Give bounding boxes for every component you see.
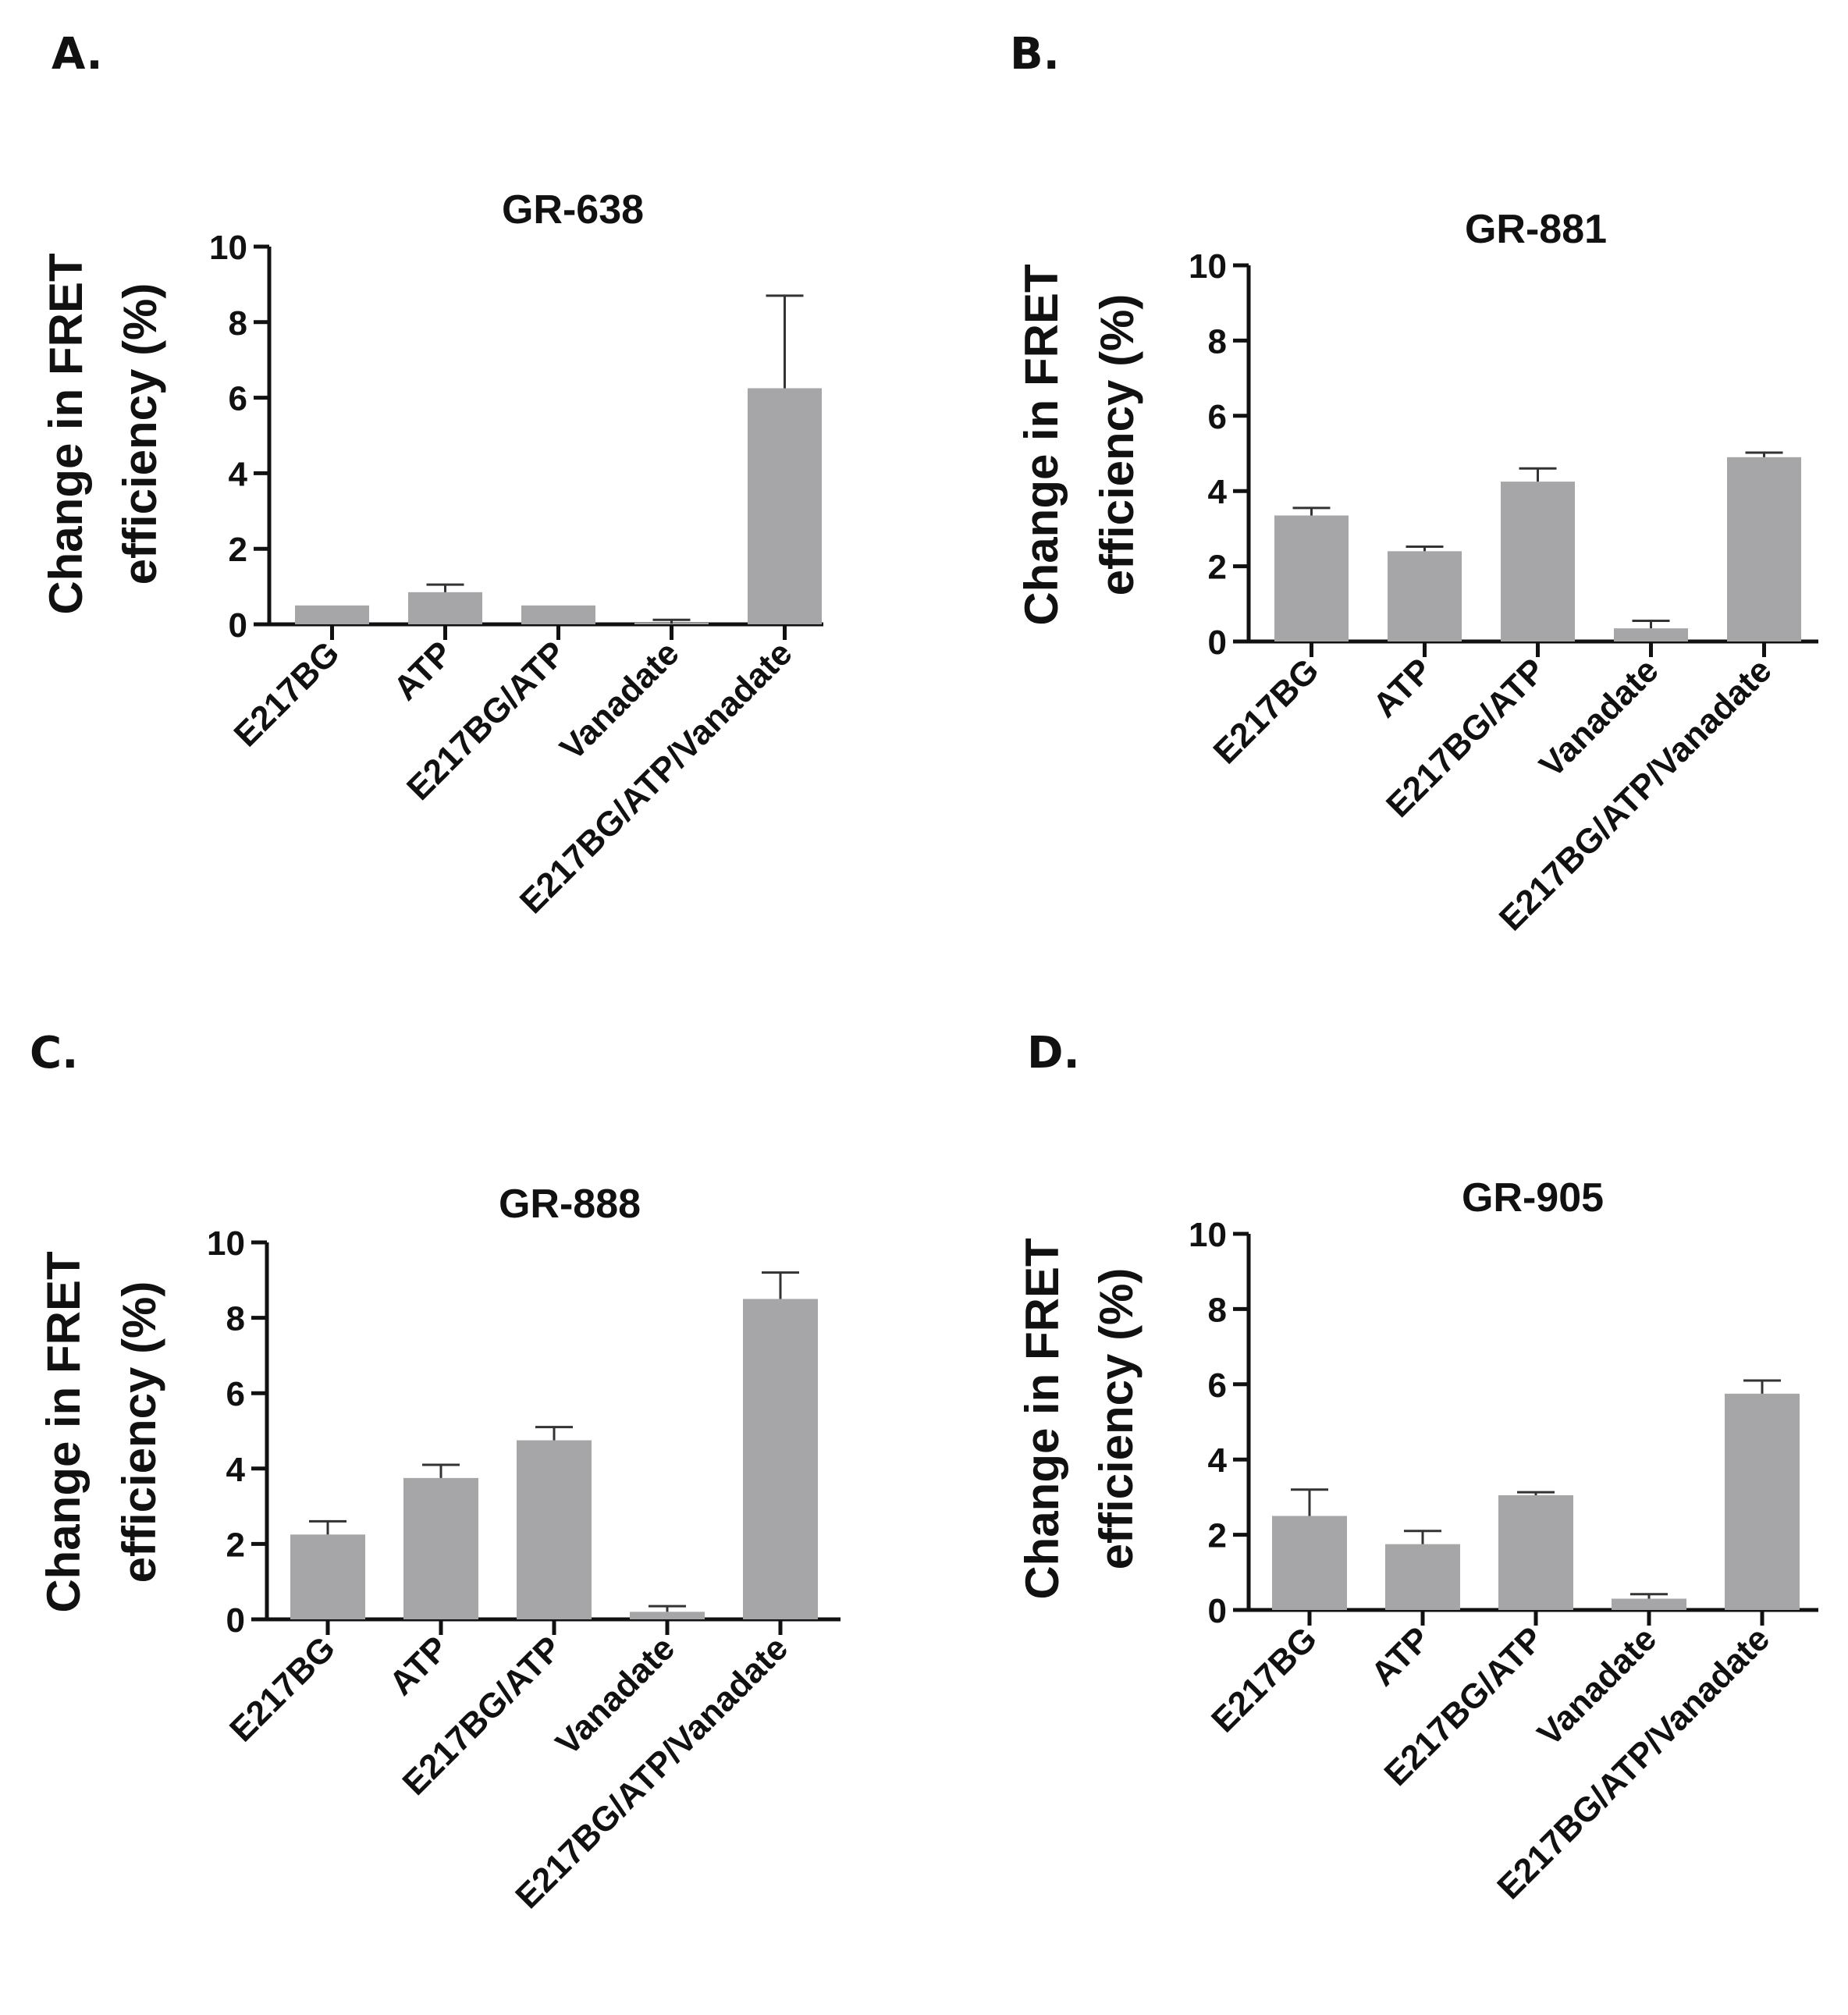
y-tick-label: 10 (1189, 1216, 1227, 1254)
y-tick-label: 6 (1208, 398, 1227, 436)
y-axis-label-line1: Change in FRET (1016, 1238, 1068, 1599)
x-tick-label: ATP (382, 1629, 457, 1703)
y-tick-label: 6 (1208, 1366, 1227, 1405)
y-tick-label: 0 (229, 606, 247, 645)
y-axis-label-line2: efficiency (%) (114, 283, 166, 585)
x-tick-label: ATP (1364, 1619, 1438, 1693)
y-tick-label: 2 (226, 1526, 245, 1564)
bar (1272, 1516, 1347, 1610)
chart-title: GR-881 (1465, 207, 1607, 252)
y-tick-label: 0 (226, 1601, 245, 1640)
y-tick-label: 6 (229, 380, 247, 418)
y-tick-label: 10 (1189, 247, 1227, 286)
chart-panel-b: B. GR-881 Change in FRET efficiency (%) 0 2 4 6… (1010, 29, 1818, 938)
panel-label: B. (1010, 29, 1060, 80)
y-tick-label: 4 (226, 1451, 246, 1489)
bar (403, 1477, 478, 1619)
y-tick-label: 10 (207, 1224, 245, 1263)
y-axis-label-line2: efficiency (%) (113, 1281, 165, 1583)
x-tick-label: E217BG (1207, 651, 1327, 771)
y-tick-label: 0 (1208, 624, 1227, 662)
y-axis-label-line1: Change in FRET (1015, 264, 1068, 625)
y-tick-label: 4 (1208, 473, 1228, 511)
bar (517, 1440, 592, 1619)
y-axis-label-line2: efficiency (%) (1090, 1268, 1143, 1570)
chart-panel-a: A. GR-638 Change in FRET efficiency (%) 0 2 4 6… (40, 29, 823, 921)
bar (1727, 457, 1801, 641)
bar (1388, 551, 1462, 641)
bar (1725, 1393, 1800, 1610)
x-tick-label: ATP (1366, 651, 1440, 725)
panel-label: C. (30, 1028, 78, 1079)
y-tick-label: 8 (226, 1300, 245, 1338)
y-axis-label-line1: Change in FRET (37, 1251, 90, 1612)
y-axis-label-line2: efficiency (%) (1091, 294, 1143, 596)
chart-title: GR-888 (499, 1182, 641, 1227)
chart-title: GR-905 (1462, 1175, 1604, 1221)
x-tick-label: ATP (386, 634, 460, 708)
chart-title: GR-638 (502, 187, 644, 233)
y-tick-label: 10 (209, 229, 247, 267)
panel-label: A. (52, 29, 103, 80)
y-axis-label-line1: Change in FRET (40, 253, 92, 614)
y-tick-label: 2 (229, 531, 247, 569)
bar (743, 1299, 818, 1619)
x-tick-label: E217BG (1204, 1619, 1324, 1740)
bar (1385, 1544, 1460, 1610)
bar (1274, 515, 1349, 641)
panel-label: D. (1027, 1028, 1080, 1079)
y-tick-label: 4 (1208, 1441, 1228, 1480)
bar (521, 605, 595, 624)
bar (748, 388, 822, 624)
y-tick-label: 2 (1208, 1517, 1227, 1555)
chart-panel-c: C. GR-888 Change in FRET efficiency (%) 0 2 4 6… (30, 1028, 840, 1916)
bar (630, 1612, 705, 1619)
bar (295, 605, 369, 624)
y-tick-label: 4 (229, 455, 248, 493)
bar (1501, 482, 1575, 641)
bar (1614, 628, 1688, 641)
y-tick-label: 2 (1208, 549, 1227, 587)
y-tick-label: 0 (1208, 1592, 1227, 1630)
bar (408, 592, 482, 624)
chart-panel-d: D. GR-905 Change in FRET efficiency (%) 0 2 4 6… (1016, 1028, 1818, 1907)
bar (1612, 1598, 1686, 1610)
x-tick-label: E217BG (222, 1629, 343, 1749)
y-tick-label: 8 (1208, 322, 1227, 361)
bar (290, 1534, 365, 1619)
x-tick-label: E217BG (227, 634, 347, 754)
bar (1498, 1494, 1573, 1610)
y-tick-label: 8 (1208, 1291, 1227, 1329)
y-tick-label: 8 (229, 304, 247, 343)
y-tick-label: 6 (226, 1375, 245, 1413)
